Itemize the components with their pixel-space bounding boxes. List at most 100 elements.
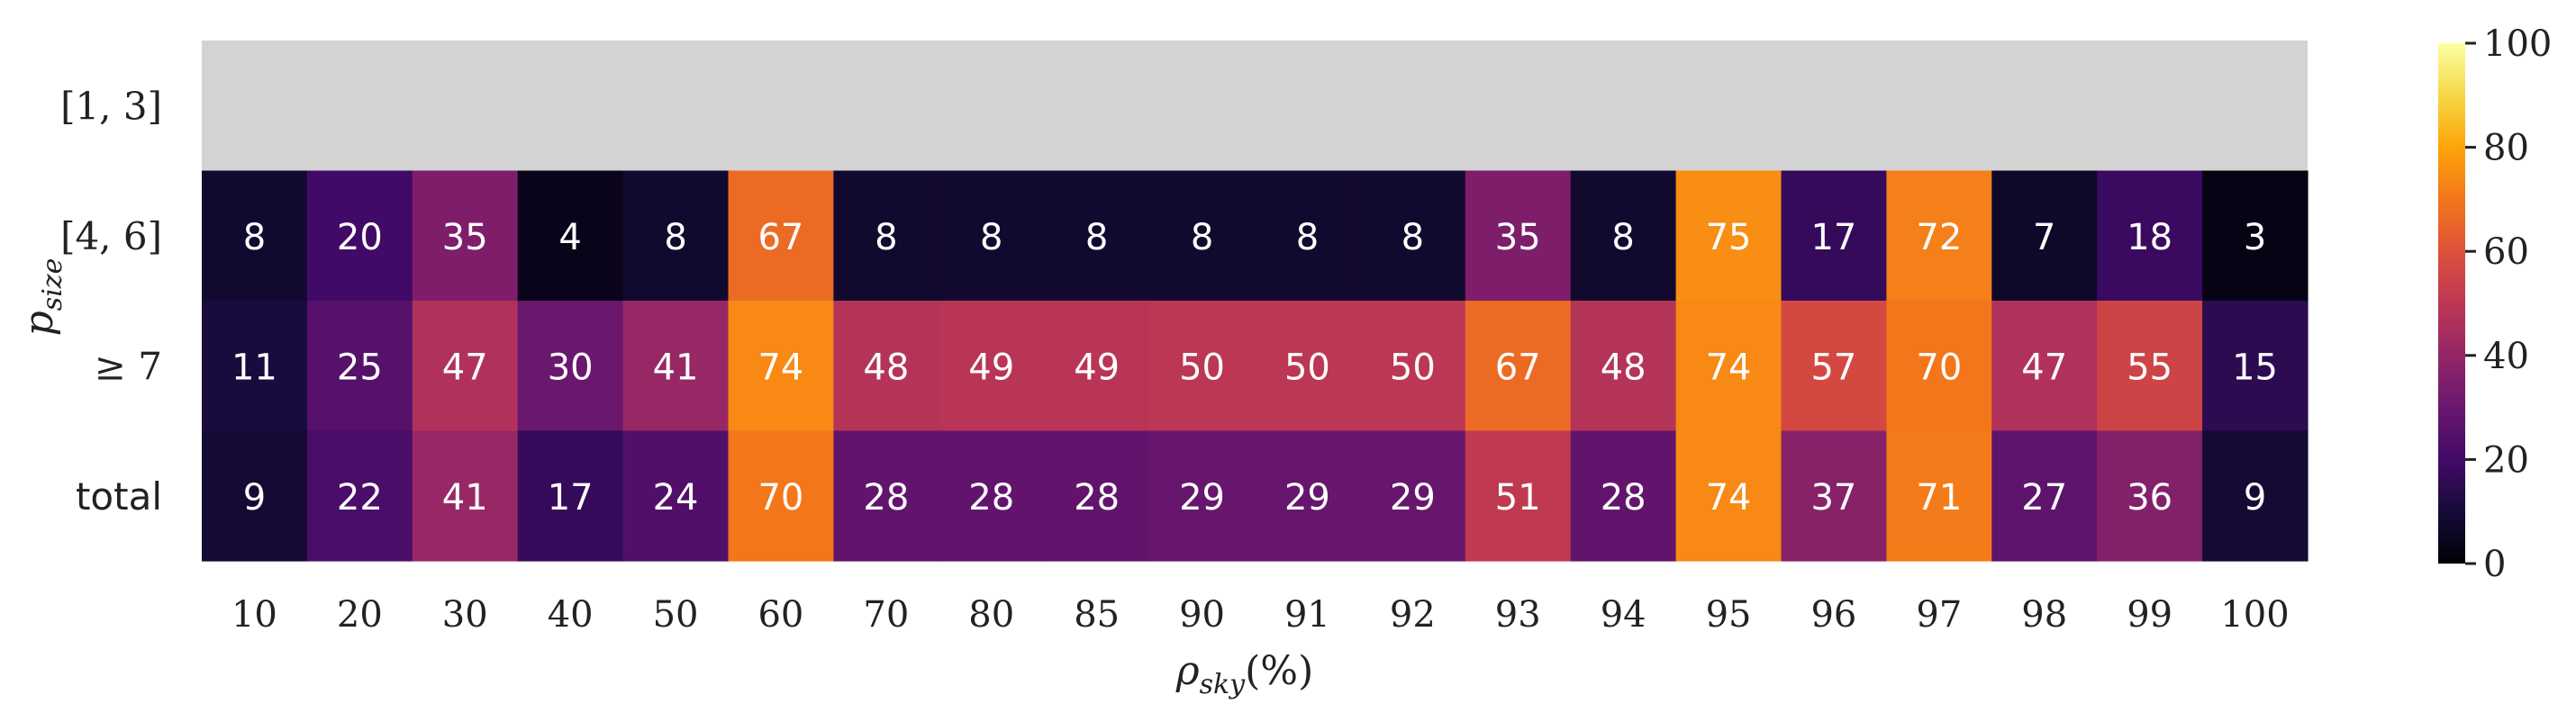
column-tick-label: 30 xyxy=(442,594,488,636)
row-tick-label: [4, 6] xyxy=(60,214,162,258)
heatmap-cell xyxy=(728,170,834,302)
column-tick-labels: 10 20 30 40 50 60 70 80 85 90 91 92 93 94 95 96 97 98 99 10… xyxy=(231,594,2290,636)
column-tick-label: 92 xyxy=(1390,594,1436,636)
cell-value-label: 8 xyxy=(1191,217,1213,258)
cell-value-label: 29 xyxy=(1179,477,1225,519)
cell-value-label: 75 xyxy=(1706,217,1752,258)
heatmap-cell xyxy=(1359,301,1466,432)
heatmap-cell xyxy=(1465,301,1572,432)
heatmap-cell xyxy=(1991,170,2098,302)
cell-value-label: 50 xyxy=(1390,347,1436,388)
cell-value-label: 48 xyxy=(1601,347,1646,388)
cell-value-label: 48 xyxy=(863,347,909,388)
column-tick-label: 50 xyxy=(653,594,699,636)
cell-value-label: 30 xyxy=(548,347,594,388)
heatmap-cell xyxy=(1044,430,1150,562)
colorbar-gradient xyxy=(2438,43,2465,564)
heatmap-cell xyxy=(622,170,730,302)
heatmap-cells xyxy=(202,41,2308,562)
column-tick-label: 10 xyxy=(231,594,277,636)
heatmap-cell xyxy=(2097,301,2203,432)
colorbar-tick-label: 60 xyxy=(2483,231,2529,273)
column-tick-label: 98 xyxy=(2021,594,2067,636)
heatmap-cell xyxy=(1044,170,1150,302)
column-tick-label: 96 xyxy=(1810,594,1856,636)
heatmap-cell xyxy=(1255,301,1361,432)
cell-value-label: 15 xyxy=(2232,347,2278,388)
heatmap-cell xyxy=(1886,170,1992,302)
column-tick-label: 85 xyxy=(1074,594,1120,636)
cell-value-label: 29 xyxy=(1390,477,1436,519)
cell-value-label: 41 xyxy=(442,477,488,519)
heatmap-cell xyxy=(622,301,730,432)
heatmap-cell xyxy=(1044,301,1150,432)
cell-labels: 8 20 35 4 8 67 8 8 8 8 8 8 35 8 75 17 72 7 18 311 25 47 30 41 74… xyxy=(231,217,2278,519)
heatmap-cell xyxy=(1781,430,1887,562)
cell-value-label: 9 xyxy=(243,477,266,519)
heatmap-cell xyxy=(517,430,624,562)
heatmap-cell xyxy=(412,170,519,302)
column-tick-label: 90 xyxy=(1179,594,1225,636)
heatmap-cell xyxy=(202,301,308,432)
cell-value-label: 67 xyxy=(757,217,803,258)
cell-value-label: 37 xyxy=(1810,477,1856,519)
cell-value-label: 67 xyxy=(1495,347,1541,388)
cell-value-label: 51 xyxy=(1495,477,1541,519)
column-tick-label: 93 xyxy=(1495,594,1541,636)
colorbar: 0 20 40 60 80 100 xyxy=(2438,23,2552,585)
cell-value-label: 22 xyxy=(337,477,383,519)
heatmap-cell xyxy=(1359,430,1466,562)
heatmap-cell xyxy=(939,430,1045,562)
cell-value-label: 28 xyxy=(1601,477,1646,519)
column-tick-label: 20 xyxy=(337,594,383,636)
heatmap-cell xyxy=(202,170,308,302)
cell-value-label: 9 xyxy=(2244,477,2266,519)
cell-value-label: 35 xyxy=(442,217,488,258)
column-tick-label: 80 xyxy=(968,594,1014,636)
heatmap-cell xyxy=(2202,301,2308,432)
cell-value-label: 8 xyxy=(875,217,897,258)
cell-value-label: 28 xyxy=(1074,477,1120,519)
heatmap-cell xyxy=(1465,170,1572,302)
heatmap-cell xyxy=(1465,430,1572,562)
cell-value-label: 11 xyxy=(231,347,277,388)
cell-value-label: 25 xyxy=(337,347,383,388)
cell-value-label: 20 xyxy=(337,217,383,258)
heatmap-row-missing xyxy=(202,41,2308,171)
cell-value-label: 17 xyxy=(1810,217,1856,258)
cell-value-label: 55 xyxy=(2127,347,2172,388)
cell-value-label: 8 xyxy=(980,217,1002,258)
heatmap-cell xyxy=(202,430,308,562)
cell-value-label: 71 xyxy=(1916,477,1962,519)
heatmap-cell xyxy=(1886,430,1992,562)
colorbar-tick-label: 20 xyxy=(2483,439,2529,481)
cell-value-label: 4 xyxy=(558,217,581,258)
heatmap-cell xyxy=(1675,430,1782,562)
heatmap-cell xyxy=(412,430,519,562)
cell-value-label: 28 xyxy=(968,477,1014,519)
heatmap-cell xyxy=(1675,170,1782,302)
cell-value-label: 41 xyxy=(653,347,699,388)
cell-value-label: 74 xyxy=(1706,477,1752,519)
cell-value-label: 57 xyxy=(1810,347,1856,388)
heatmap-cell xyxy=(833,170,939,302)
heatmap-cell xyxy=(1570,430,1677,562)
heatmap-cell xyxy=(1675,301,1782,432)
cell-value-label: 18 xyxy=(2127,217,2172,258)
heatmap-cell xyxy=(622,430,730,562)
column-tick-label: 100 xyxy=(2220,594,2289,636)
heatmap-cell xyxy=(1149,301,1256,432)
cell-value-label: 70 xyxy=(1916,347,1962,388)
cell-value-label: 8 xyxy=(1085,217,1108,258)
column-tick-label: 97 xyxy=(1916,594,1962,636)
cell-value-label: 3 xyxy=(2244,217,2266,258)
heatmap-cell xyxy=(306,170,413,302)
cell-value-label: 49 xyxy=(968,347,1014,388)
cell-value-label: 70 xyxy=(757,477,803,519)
y-axis-title: psize xyxy=(16,258,68,337)
cell-value-label: 8 xyxy=(1296,217,1319,258)
heatmap-cell xyxy=(939,301,1045,432)
cell-value-label: 35 xyxy=(1495,217,1541,258)
heatmap-cell xyxy=(1570,301,1677,432)
x-axis-title: ρsky(%) xyxy=(1175,648,1314,700)
